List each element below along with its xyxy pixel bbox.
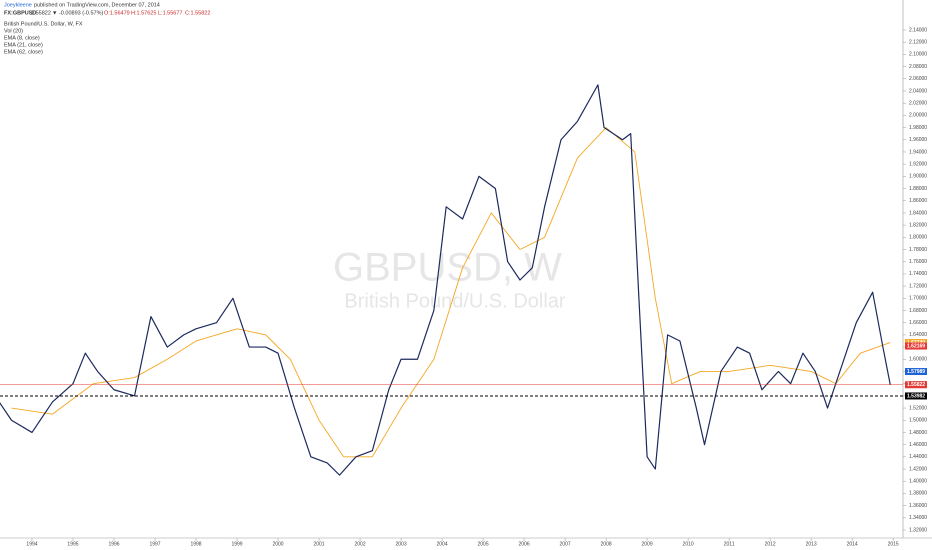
y-tick-label: 2.06000 [909,76,927,82]
x-tick-label: 1994 [26,541,37,547]
y-tick-label: 1.70000 [909,296,927,302]
x-tick-label: 2001 [313,541,324,547]
x-tick-label: 2005 [478,541,489,547]
x-tick-label: 2004 [437,541,448,547]
watermark-symbol: GBPUSD, W [333,246,562,290]
x-tick-label: 2006 [519,541,530,547]
watermark-name: British Pound/U.S. Dollar [344,290,566,312]
y-tick-label: 2.02000 [909,100,927,106]
y-tick-label: 1.86000 [909,198,927,204]
x-tick-label: 2002 [354,541,365,547]
y-tick-label: 1.66000 [909,320,927,326]
y-tick-label: 1.96000 [909,137,927,143]
ohlc: H:1.57625 [131,10,156,16]
y-tick-label: 1.78000 [909,247,927,253]
y-tick-label: 1.40000 [909,479,927,485]
y-tick-label: 1.74000 [909,271,927,277]
y-tick-label: 1.32000 [909,527,927,533]
y-tick-label: 1.92000 [909,161,927,167]
legend-entry: EMA (21, close) [4,42,43,48]
x-tick-label: 1999 [231,541,242,547]
price-change: ▼ -0.00893 (-0.57%) [52,10,103,16]
price-label: 1.62169 [907,343,925,349]
y-tick-label: 1.72000 [909,283,927,289]
y-tick-label: 1.48000 [909,430,927,436]
price-label: 1.57989 [907,369,925,375]
legend-entry: EMA (8, close) [4,35,40,41]
y-tick-label: 1.42000 [909,466,927,472]
price-label-box [905,392,927,400]
y-tick-label: 1.84000 [909,210,927,216]
x-tick-label: 2010 [683,541,694,547]
y-tick-label: 1.90000 [909,174,927,180]
x-tick-label: 2015 [888,541,899,547]
x-tick-label: 2003 [395,541,406,547]
price-line [0,84,891,476]
price-label-box [905,381,927,389]
x-tick-label: 1995 [67,541,78,547]
y-tick-label: 2.04000 [909,88,927,94]
ema-line [11,127,891,458]
x-tick-label: 1996 [108,541,119,547]
y-tick-label: 2.00000 [909,113,927,119]
published: published on TradingView.com, December 0… [34,2,160,8]
y-tick-label: 1.76000 [909,259,927,265]
author-link[interactable]: Joeykleene [4,2,32,8]
y-tick-label: 1.50000 [909,418,927,424]
y-tick-label: 1.88000 [909,186,927,192]
x-tick-label: 1998 [190,541,201,547]
x-tick-label: 2011 [724,541,735,547]
y-tick-label: 1.44000 [909,454,927,460]
y-tick-label: 1.80000 [909,235,927,241]
symbol: FX:GBPUSD [4,10,36,16]
price-label-box [905,342,927,350]
legend-entry: British Pound/U.S. Dollar, W, FX [4,21,83,27]
y-tick-label: 1.46000 [909,442,927,448]
y-tick-label: 2.12000 [909,40,927,46]
ohlc: L:1.55677 [158,10,182,16]
x-tick-label: 2008 [601,541,612,547]
x-tick-label: 1997 [149,541,160,547]
legend-entry: Vol (20) [4,28,23,34]
ohlc: O:1.56479 [104,10,130,16]
x-tick-label: 2014 [847,541,858,547]
y-tick-label: 1.64000 [909,332,927,338]
y-tick-label: 2.10000 [909,52,927,58]
y-tick-label: 1.94000 [909,149,927,155]
price-label-box [905,368,927,376]
y-tick-label: 2.08000 [909,64,927,70]
y-tick-label: 1.98000 [909,125,927,131]
price-label: 1.53982 [907,393,925,399]
y-tick-label: 1.34000 [909,515,927,521]
y-tick-label: 2.14000 [909,27,927,33]
x-tick-label: 2007 [560,541,571,547]
y-tick-label: 1.36000 [909,503,927,509]
y-tick-label: 1.38000 [909,491,927,497]
x-tick-label: 2009 [642,541,653,547]
last-price: 1.55822 [31,10,51,16]
y-tick-label: 1.68000 [909,308,927,314]
ohlc: C:1.55822 [185,10,210,16]
legend-entry: EMA (62, close) [4,49,43,55]
price-label: 1.55822 [907,382,925,388]
x-tick-label: 2012 [765,541,776,547]
y-tick-label: 1.60000 [909,357,927,363]
x-tick-label: 2013 [806,541,817,547]
x-tick-label: 2000 [272,541,283,547]
y-tick-label: 1.82000 [909,222,927,228]
y-tick-label: 1.52000 [909,405,927,411]
